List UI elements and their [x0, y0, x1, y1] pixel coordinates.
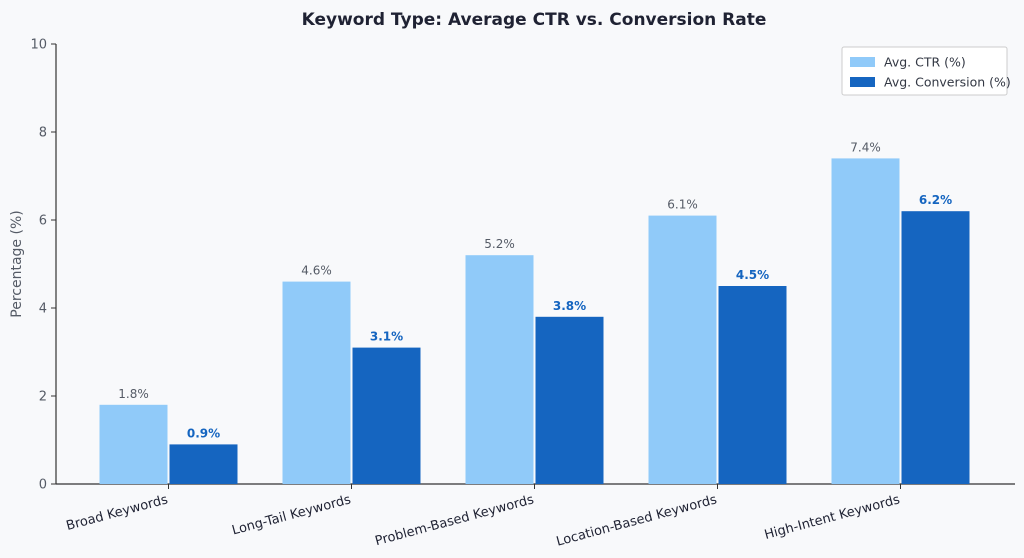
bar-conversion	[352, 347, 421, 484]
x-tick-label: Location-Based Keywords	[555, 492, 719, 549]
legend-box	[841, 46, 1008, 96]
x-tick-label: Problem-Based Keywords	[374, 492, 536, 549]
legend: Avg. CTR (%) Avg. Conversion (%)	[841, 46, 1011, 96]
ctr-value-label: 1.8%	[118, 387, 149, 401]
y-tick-label: 0	[39, 478, 47, 493]
value-labels: 1.8% 0.9% 4.6% 3.1% 5.2% 3.8% 6.1% 4.5% 7.4% 6.2%	[118, 140, 952, 440]
conversion-value-label: 4.5%	[736, 268, 769, 282]
x-tick-label: Long-Tail Keywords	[230, 492, 352, 538]
y-tick-label: 2	[39, 390, 47, 405]
ctr-value-label: 4.6%	[301, 264, 332, 278]
bar-conversion	[535, 316, 604, 484]
legend-swatch-conversion	[850, 77, 875, 87]
bar-ctr	[282, 281, 351, 484]
bar-ctr	[99, 404, 168, 484]
bar-ctr	[465, 255, 534, 484]
bar-conversion	[901, 211, 970, 484]
y-tick-label: 8	[39, 126, 47, 141]
ctr-value-label: 5.2%	[484, 237, 515, 251]
y-axis-label: Percentage (%)	[9, 210, 25, 317]
bars	[99, 158, 970, 484]
x-tick-label: Broad Keywords	[65, 492, 170, 534]
legend-swatch-ctr	[850, 57, 875, 67]
bar-conversion	[169, 444, 238, 484]
chart-title: Keyword Type: Average CTR vs. Conversion…	[302, 10, 767, 30]
ctr-value-label: 6.1%	[667, 198, 698, 212]
legend-entry-label: Avg. CTR (%)	[884, 55, 966, 70]
bar-ctr	[831, 158, 900, 484]
x-ticks: Broad Keywords Long-Tail Keywords Problem-…	[65, 484, 902, 550]
bar-ctr	[648, 215, 717, 484]
conversion-value-label: 3.1%	[370, 330, 403, 344]
conversion-value-label: 3.8%	[553, 299, 586, 313]
x-tick-label: High-Intent Keywords	[763, 492, 902, 543]
y-tick-label: 6	[39, 214, 47, 229]
conversion-value-label: 6.2%	[919, 193, 952, 207]
conversion-value-label: 0.9%	[187, 426, 220, 440]
legend-entry-label: Avg. Conversion (%)	[884, 75, 1011, 90]
ctr-value-label: 7.4%	[850, 140, 881, 154]
bar-conversion	[718, 286, 787, 484]
y-tick-label: 4	[39, 302, 47, 317]
y-tick-label: 10	[30, 38, 47, 53]
